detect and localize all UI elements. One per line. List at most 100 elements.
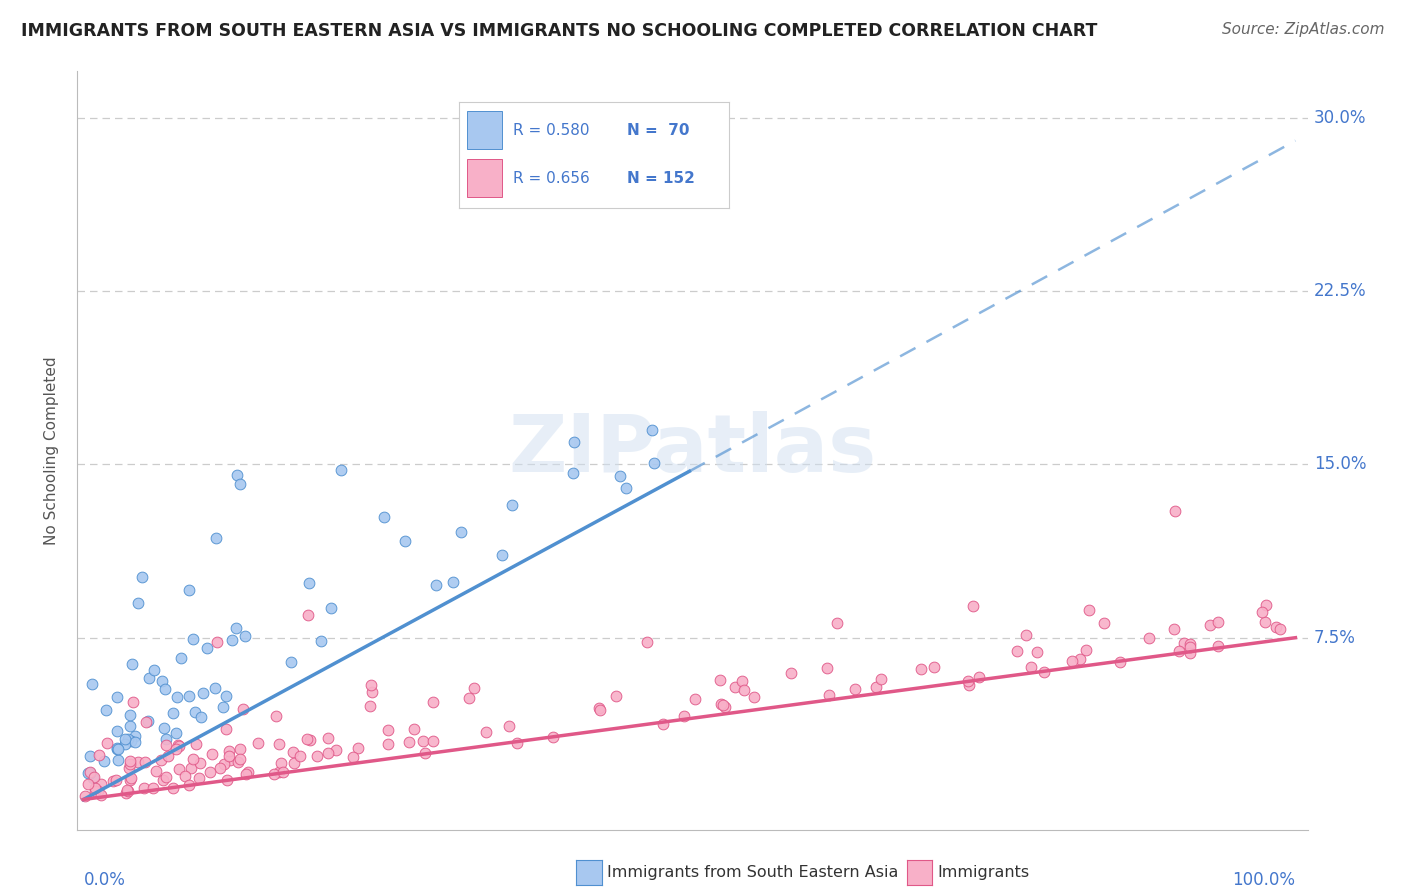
Point <box>155 682 177 697</box>
Point <box>373 509 395 524</box>
Point <box>155 770 177 784</box>
Point <box>360 678 382 692</box>
Point <box>118 761 141 775</box>
Point <box>422 695 444 709</box>
Point <box>969 669 991 683</box>
Point <box>124 735 146 749</box>
Point <box>297 607 319 622</box>
Point <box>75 789 97 804</box>
Point <box>825 616 848 631</box>
Point <box>844 682 866 697</box>
Point <box>329 463 352 477</box>
Point <box>180 761 202 775</box>
Point <box>124 730 146 744</box>
Point <box>84 781 107 796</box>
Text: Source: ZipAtlas.com: Source: ZipAtlas.com <box>1222 22 1385 37</box>
Point <box>1026 645 1049 659</box>
Point <box>219 753 242 767</box>
Point <box>264 709 287 723</box>
Point <box>188 756 211 771</box>
Point <box>93 754 115 768</box>
Point <box>1268 622 1291 636</box>
Point <box>103 773 125 788</box>
Point <box>283 756 305 771</box>
Point <box>957 678 980 692</box>
Point <box>215 723 238 737</box>
Point <box>298 576 321 591</box>
Point <box>174 769 197 783</box>
Point <box>145 764 167 778</box>
Point <box>105 723 128 738</box>
Text: Immigrants from South Eastern Asia: Immigrants from South Eastern Asia <box>607 865 898 880</box>
Point <box>1069 651 1091 665</box>
Point <box>869 673 891 687</box>
Point <box>316 747 339 761</box>
Point <box>672 708 695 723</box>
Point <box>181 632 204 646</box>
Point <box>404 722 426 736</box>
Point <box>269 737 291 751</box>
Point <box>198 764 221 779</box>
Point <box>184 737 207 751</box>
Point <box>235 629 257 643</box>
Point <box>271 765 294 780</box>
Point <box>190 710 212 724</box>
Point <box>82 771 104 785</box>
Point <box>475 724 498 739</box>
Point <box>166 738 188 752</box>
Point <box>342 750 364 764</box>
Text: IMMIGRANTS FROM SOUTH EASTERN ASIA VS IMMIGRANTS NO SCHOOLING COMPLETED CORRELAT: IMMIGRANTS FROM SOUTH EASTERN ASIA VS IM… <box>21 22 1098 40</box>
Point <box>316 731 339 745</box>
Point <box>709 673 731 688</box>
Text: 7.5%: 7.5% <box>1313 629 1355 647</box>
Point <box>1250 605 1272 619</box>
Point <box>232 702 254 716</box>
Point <box>377 723 399 737</box>
Point <box>910 662 932 676</box>
Point <box>215 690 238 704</box>
Point <box>79 765 101 780</box>
Point <box>205 635 228 649</box>
Point <box>865 680 887 694</box>
Text: 0.0%: 0.0% <box>83 871 125 889</box>
Point <box>225 467 247 482</box>
Point <box>184 706 207 720</box>
Text: ZIPatlas: ZIPatlas <box>509 411 876 490</box>
Point <box>562 435 585 450</box>
Point <box>1163 622 1185 636</box>
Point <box>193 686 215 700</box>
Point <box>1137 631 1160 645</box>
Point <box>922 659 945 673</box>
Point <box>412 734 434 748</box>
Point <box>228 755 250 769</box>
Point <box>589 703 612 717</box>
Point <box>105 742 128 756</box>
Point <box>281 745 304 759</box>
Point <box>506 736 529 750</box>
Point <box>162 780 184 795</box>
Point <box>1265 620 1288 634</box>
Point <box>121 733 143 747</box>
Point <box>1108 655 1130 669</box>
Point <box>267 764 290 779</box>
Point <box>127 596 149 610</box>
Point <box>115 786 138 800</box>
Point <box>652 716 675 731</box>
Point <box>724 680 747 694</box>
Point <box>165 725 187 739</box>
Point <box>288 748 311 763</box>
Point <box>204 532 226 546</box>
Point <box>710 697 733 711</box>
Point <box>1199 618 1222 632</box>
Point <box>246 736 269 750</box>
Point <box>83 770 105 784</box>
Point <box>562 466 585 480</box>
Point <box>155 732 177 747</box>
Point <box>152 772 174 787</box>
Point <box>643 456 665 470</box>
Point <box>1180 637 1202 651</box>
Point <box>1178 640 1201 655</box>
Point <box>1163 503 1185 517</box>
Point <box>150 753 173 767</box>
Point <box>142 781 165 796</box>
